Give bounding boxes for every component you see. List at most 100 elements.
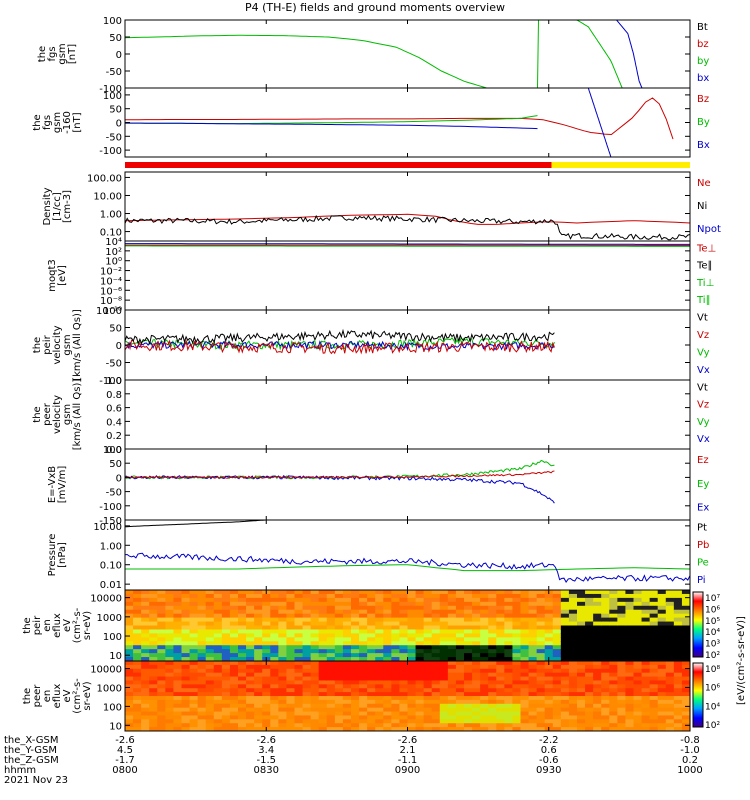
spectrogram-cell [173, 629, 183, 634]
spectrogram-cell [246, 715, 255, 720]
spectrogram-cell [125, 601, 134, 607]
spectrogram-cell [302, 719, 312, 724]
spectrogram-cell [552, 696, 562, 701]
spectrogram-cell [633, 649, 643, 654]
spectrogram-cell [157, 629, 166, 634]
spectrogram-cell [342, 605, 352, 611]
spectrogram-cell [447, 688, 457, 693]
spectrogram-cell [560, 613, 570, 619]
spectrogram-cell [504, 661, 514, 666]
spectrogram-cell [560, 664, 570, 670]
spectrogram-cell [528, 676, 538, 682]
spectrogram-cell [439, 629, 449, 634]
spectrogram-cell [375, 633, 384, 638]
spectrogram-cell [601, 703, 610, 709]
spectrogram-cell [496, 601, 505, 607]
spectrogram-cell [229, 688, 239, 693]
spectrogram-cell [318, 593, 328, 599]
spectrogram-cell [504, 597, 514, 603]
spectrogram-cell [238, 703, 247, 709]
spectrogram-cell [286, 597, 296, 603]
legend-entry: Npot [697, 224, 721, 235]
spectrogram-cell [593, 641, 602, 646]
spectrogram-cell [641, 664, 651, 670]
spectrogram-cell [149, 676, 158, 682]
spectrogram-cell [464, 661, 473, 666]
spectrogram-cell [536, 597, 546, 603]
spectrogram-cell [657, 629, 667, 634]
spectrogram-cell [262, 637, 271, 642]
x-tick-label: 0930 [536, 765, 561, 776]
spectrogram-cell [488, 672, 497, 678]
spectrogram-cell [665, 723, 675, 728]
spectrogram-cell [221, 676, 231, 682]
spectrogram-cell [504, 696, 514, 701]
spectrogram-cell [585, 664, 594, 670]
spectrogram-cell [270, 590, 279, 595]
x-tick-label: -2.2 [539, 735, 559, 746]
spectrogram-cell [229, 629, 239, 634]
x-tick-label: 2.1 [400, 745, 416, 756]
spectrogram-cell [544, 707, 554, 713]
spectrogram-cell [391, 664, 401, 670]
spectrogram-cell [205, 680, 215, 685]
spectrogram-cell [496, 727, 505, 731]
x-tick-label: -1.7 [115, 755, 135, 766]
spectrogram-cell [657, 637, 667, 642]
spectrogram-cell [197, 617, 207, 623]
spectrogram-cell [601, 609, 610, 615]
spectrogram-cell [278, 633, 288, 638]
spectrogram-cell [536, 641, 546, 646]
spectrogram-cell [246, 590, 255, 595]
spectrogram-cell [157, 672, 166, 678]
spectrogram-cell [488, 609, 497, 615]
spectrogram-cell [657, 684, 667, 689]
spectrogram-cell [681, 637, 690, 642]
spectrogram-cell [480, 657, 489, 661]
spectrogram-cell [318, 633, 328, 638]
spectrogram-cell [415, 703, 425, 709]
spectrogram-cell [399, 625, 409, 631]
x-tick-label: 0830 [254, 765, 279, 776]
spectrogram-cell [536, 668, 546, 674]
spectrogram-cell [439, 641, 449, 646]
spectrogram-cell [633, 703, 643, 709]
spectrogram-cell [577, 668, 586, 674]
spectrogram-cell [173, 657, 183, 661]
spectrogram-cell [149, 696, 158, 701]
spectrogram-cell [496, 680, 505, 685]
panel-label-line: [mV/m] [57, 466, 68, 504]
spectrogram-cell [649, 657, 659, 661]
spectrogram-cell [552, 664, 562, 670]
spectrogram-cell [681, 661, 690, 666]
spectrogram-cell [585, 727, 594, 731]
spectrogram-cell [367, 649, 376, 654]
spectrogram-cell [302, 605, 312, 611]
spectrogram-cell [673, 657, 683, 661]
spectrogram-cell [294, 657, 304, 661]
spectrogram-cell [488, 637, 497, 642]
spectrogram-cell [593, 727, 602, 731]
spectrogram-cell [205, 727, 215, 731]
spectrogram-cell [415, 727, 425, 731]
spectrogram-cell [238, 684, 247, 689]
spectrogram-cell [173, 692, 183, 697]
spectrogram-cell [568, 633, 578, 638]
spectrogram-cell [641, 676, 651, 682]
spectrogram-cell [520, 719, 530, 724]
spectrogram-cell [326, 629, 336, 634]
spectrogram-cell [415, 657, 425, 661]
spectrogram-cell [585, 723, 594, 728]
spectrogram-cell [536, 696, 546, 701]
spectrogram-cell [221, 727, 231, 731]
spectrogram-cell [326, 613, 336, 619]
spectrogram-cell [165, 641, 175, 646]
spectrogram-cell [665, 692, 675, 697]
spectrogram-cell [472, 664, 481, 670]
spectrogram-cell [665, 629, 675, 634]
spectrogram-cell [593, 597, 602, 603]
spectrogram-cell [455, 641, 465, 646]
panel-label: the fgs gsm -160 [nT] [32, 111, 83, 134]
spectrogram-cell [246, 613, 255, 619]
spectrogram-cell [318, 625, 328, 631]
